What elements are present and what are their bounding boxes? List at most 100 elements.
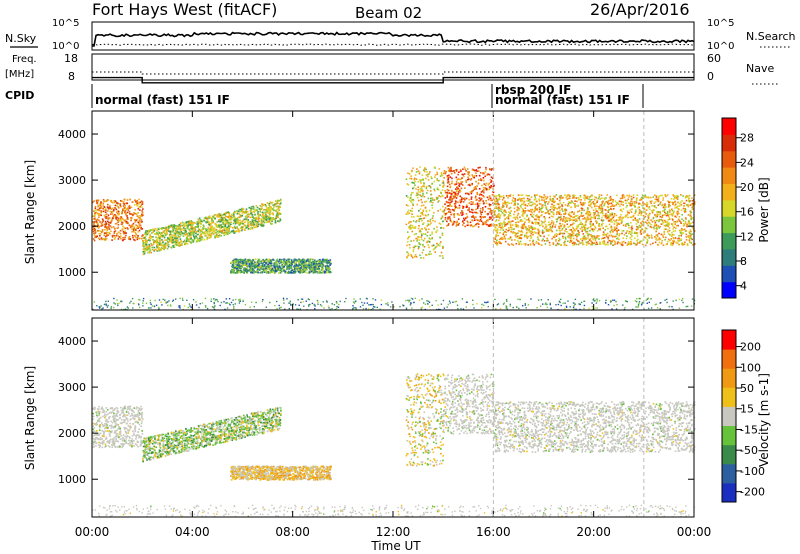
scatter-cell bbox=[110, 219, 113, 222]
scatter-cell bbox=[212, 216, 215, 219]
scatter-cell bbox=[477, 226, 480, 228]
scatter-cell bbox=[99, 207, 101, 210]
scatter-cell bbox=[197, 228, 200, 230]
scatter-cell bbox=[268, 207, 270, 209]
scatter-cell bbox=[579, 195, 582, 197]
scatter-cell bbox=[456, 179, 458, 181]
scatter-cell bbox=[668, 227, 671, 229]
scatter-cell bbox=[457, 191, 460, 193]
scatter-cell bbox=[668, 208, 671, 211]
scatter-cell bbox=[428, 185, 430, 187]
scatter-cell bbox=[184, 243, 187, 246]
scatter-cell bbox=[485, 166, 487, 169]
scatter-cell bbox=[523, 212, 525, 215]
scatter-cell bbox=[139, 209, 141, 211]
scatter-cell bbox=[303, 260, 306, 263]
scatter-cell bbox=[520, 243, 523, 246]
scatter-cell bbox=[308, 262, 310, 265]
scatter-cell bbox=[229, 217, 231, 219]
scatter-cell bbox=[254, 219, 256, 222]
scatter-cell bbox=[496, 199, 499, 201]
scatter-cell bbox=[128, 211, 131, 213]
scatter-cell bbox=[276, 212, 279, 215]
scatter-cell bbox=[324, 265, 327, 268]
scatter-cell bbox=[186, 238, 189, 240]
scatter-cell bbox=[476, 185, 478, 187]
scatter-cell bbox=[412, 239, 415, 242]
scatter-cell bbox=[405, 213, 408, 215]
scatter-cell bbox=[472, 215, 474, 217]
scatter-cell bbox=[240, 260, 243, 263]
scatter-cell bbox=[234, 210, 236, 213]
scatter-cell bbox=[238, 224, 240, 226]
station-title: Fort Hays West (fitACF) bbox=[92, 0, 277, 19]
scatter-cell bbox=[322, 260, 324, 263]
scatter-cell bbox=[432, 248, 435, 251]
scatter-cell bbox=[114, 236, 117, 239]
scatter-cell bbox=[545, 240, 548, 242]
scatter-cell bbox=[226, 219, 228, 222]
scatter-cell bbox=[244, 269, 246, 271]
scatter-cell bbox=[185, 232, 188, 235]
scatter-cell bbox=[281, 269, 283, 272]
scatter-cell bbox=[247, 223, 249, 225]
scatter-cell bbox=[243, 212, 246, 214]
scatter-cell bbox=[316, 266, 319, 269]
scatter-cell bbox=[241, 266, 244, 268]
scatter-cell bbox=[238, 258, 240, 261]
scatter-cell bbox=[109, 225, 112, 227]
scatter-cell bbox=[444, 218, 447, 221]
scatter-cell bbox=[290, 259, 293, 261]
scatter-cell bbox=[466, 215, 469, 218]
scatter-cell bbox=[568, 197, 570, 200]
scatter-cell bbox=[263, 219, 265, 221]
scatter-cell bbox=[98, 216, 100, 218]
scatter-cell bbox=[106, 226, 109, 228]
scatter-cell bbox=[297, 266, 299, 269]
scatter-cell bbox=[418, 218, 420, 221]
scatter-cell bbox=[416, 203, 419, 206]
scatter-cell bbox=[239, 262, 242, 265]
scatter-cell bbox=[466, 168, 469, 170]
scatter-cell bbox=[414, 227, 417, 229]
scatter-cell bbox=[578, 199, 580, 201]
scatter-cell bbox=[534, 196, 536, 198]
scatter-cell bbox=[217, 224, 219, 227]
scatter-cell bbox=[418, 230, 421, 233]
scatter-cell bbox=[157, 236, 159, 239]
scatter-cell bbox=[567, 226, 569, 228]
scatter-cell bbox=[428, 253, 430, 255]
scatter-cell bbox=[466, 206, 468, 208]
scatter-cell bbox=[569, 241, 571, 244]
scatter-cell bbox=[603, 204, 605, 207]
scatter-cell bbox=[278, 262, 281, 265]
scatter-cell bbox=[327, 265, 329, 267]
scatter-cell bbox=[166, 243, 169, 245]
scatter-cell bbox=[537, 238, 539, 240]
scatter-cell bbox=[538, 216, 541, 218]
scatter-cell bbox=[260, 219, 263, 222]
scatter-cell bbox=[239, 221, 242, 224]
scatter-cell bbox=[574, 234, 577, 237]
scatter-cell bbox=[410, 221, 412, 223]
scatter-cell bbox=[140, 204, 143, 206]
scatter-cell bbox=[317, 261, 320, 263]
scatter-cell bbox=[94, 207, 97, 210]
scatter-cell bbox=[273, 259, 275, 262]
scatter-cell bbox=[158, 235, 160, 238]
scatter-cell bbox=[227, 223, 230, 225]
scatter-cell bbox=[135, 233, 137, 235]
scatter-cell bbox=[163, 236, 166, 239]
scatter-cell bbox=[301, 259, 303, 262]
scatter-cell bbox=[232, 212, 235, 215]
scatter-cell bbox=[96, 219, 98, 221]
scatter-cell bbox=[434, 247, 437, 249]
scatter-cell bbox=[412, 256, 414, 259]
scatter-cell bbox=[214, 223, 217, 226]
scatter-cell bbox=[408, 244, 411, 246]
scatter-cell bbox=[269, 268, 271, 271]
scatter-cell bbox=[425, 187, 428, 190]
scatter-cell bbox=[447, 182, 449, 184]
scatter-cell bbox=[567, 217, 569, 220]
scatter-cell bbox=[230, 231, 232, 233]
